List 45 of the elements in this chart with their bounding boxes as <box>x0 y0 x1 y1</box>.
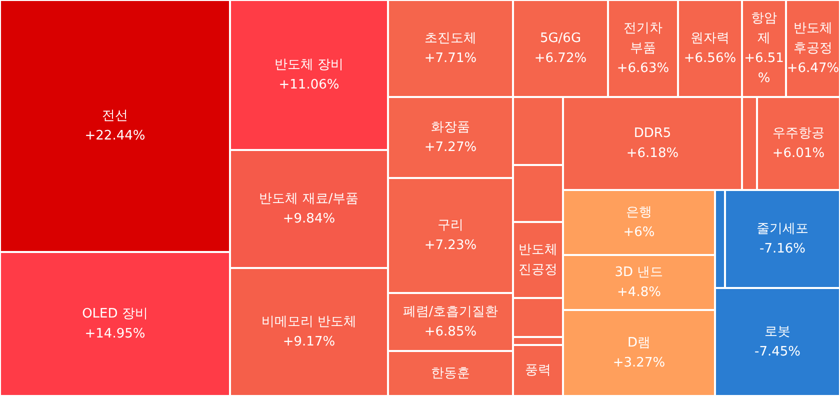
category-label: DDR5 <box>634 126 672 141</box>
category-label: 원자력 <box>690 31 730 46</box>
category-label: 반도체 진공정 <box>518 242 558 278</box>
data-label: +6.18% <box>626 146 679 161</box>
data-label: +7.71% <box>424 51 477 66</box>
data-label: -7.45% <box>754 344 800 360</box>
category-label: 전선 <box>102 108 128 124</box>
data-label: +22.44% <box>84 128 146 144</box>
category-label: 한동훈 <box>431 366 470 381</box>
category-label: 풍력 <box>525 363 551 378</box>
data-label: +6.51% <box>744 51 784 86</box>
category-label: 반도체 장비 <box>274 58 344 72</box>
data-label: +6.63% <box>616 61 670 76</box>
category-label: OLED 장비 <box>82 306 148 322</box>
data-label: +9.17% <box>282 334 336 350</box>
category-label: 반도체 후공정 <box>794 21 832 56</box>
category-label: 폐렴/호흡기질환 <box>402 304 498 320</box>
category-label: 비메모리 반도체 <box>261 314 357 330</box>
category-label: 3D 낸드 <box>614 265 664 280</box>
data-label: +9.84% <box>282 212 336 226</box>
category-label: D램 <box>627 336 651 350</box>
category-label: 전기차 부품 <box>624 21 662 56</box>
data-label: +6% <box>623 225 655 240</box>
category-label: 화장품 <box>431 120 470 135</box>
data-label: +14.95% <box>84 326 146 342</box>
data-label: +4.8% <box>617 285 661 300</box>
category-label: 5G/6G <box>540 31 582 46</box>
data-label: +6.85% <box>424 324 477 340</box>
category-label: 로봇 <box>764 324 790 340</box>
category-label: 줄기세포 <box>756 222 808 236</box>
data-label: +6.72% <box>534 51 587 66</box>
data-label: +6.01% <box>772 146 825 161</box>
category-label: 은행 <box>626 205 652 220</box>
category-label: 우주항공 <box>772 126 824 141</box>
category-label: 구리 <box>438 218 464 233</box>
category-label: 초진도체 <box>424 31 476 46</box>
category-label: 항암제 <box>751 11 777 46</box>
category-label: 반도체 재료/부품 <box>259 192 359 206</box>
data-label: +7.23% <box>424 238 477 253</box>
data-label: +6.47% <box>786 61 840 76</box>
data-label: -7.16% <box>760 242 806 256</box>
data-label: +7.27% <box>424 140 477 155</box>
data-label: +3.27% <box>612 356 666 370</box>
data-label: +11.06% <box>278 78 340 92</box>
data-label: +6.56% <box>684 51 736 66</box>
